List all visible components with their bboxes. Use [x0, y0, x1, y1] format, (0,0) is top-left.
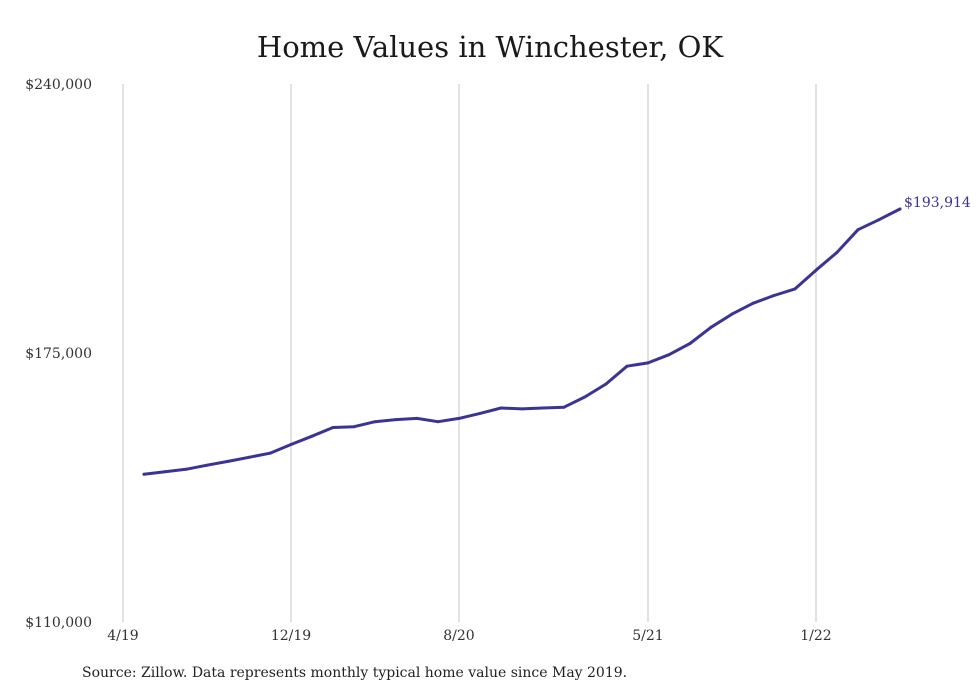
data-point — [793, 287, 797, 291]
data-point — [856, 228, 860, 232]
y-tick-label: $110,000 — [25, 615, 92, 631]
y-tick-label: $175,000 — [25, 346, 92, 362]
data-point — [436, 420, 440, 424]
data-point — [835, 250, 839, 254]
data-point — [520, 407, 524, 411]
data-point — [352, 425, 356, 429]
data-point — [604, 382, 608, 386]
data-point — [394, 418, 398, 422]
y-axis-tick-labels: $110,000 $175,000 $240,000 — [25, 77, 92, 631]
series-line — [142, 207, 902, 476]
data-point — [373, 420, 377, 424]
data-point — [163, 470, 167, 474]
data-point — [772, 294, 776, 297]
data-point — [625, 364, 629, 368]
data-point — [268, 451, 272, 455]
data-point — [331, 426, 335, 429]
data-point — [814, 268, 818, 272]
data-point — [247, 455, 251, 459]
data-point — [205, 463, 209, 467]
data-point — [226, 459, 230, 463]
data-point — [898, 207, 902, 211]
data-point — [667, 353, 671, 357]
x-tick-label: 5/21 — [632, 628, 663, 644]
data-point — [499, 406, 503, 410]
data-point — [184, 467, 188, 471]
data-point — [709, 325, 713, 329]
data-point — [751, 301, 755, 305]
data-point — [688, 342, 692, 345]
vertical-gridlines — [122, 84, 817, 622]
x-tick-label: 4/19 — [107, 628, 138, 644]
data-point — [142, 472, 146, 476]
end-value-label: $193,914 — [904, 195, 971, 211]
data-point — [415, 416, 419, 420]
data-point — [730, 312, 734, 316]
data-point — [877, 218, 881, 222]
chart-title: Home Values in Winchester, OK — [256, 30, 724, 64]
data-point — [289, 443, 293, 446]
data-point — [310, 434, 314, 438]
series-layer: $193,914 — [142, 195, 971, 476]
data-point — [457, 416, 461, 420]
data-point — [478, 411, 482, 415]
x-tick-label: 1/22 — [800, 628, 831, 644]
x-tick-label: 8/20 — [443, 628, 474, 644]
source-note: Source: Zillow. Data represents monthly … — [82, 665, 628, 681]
data-point — [541, 406, 545, 410]
data-point — [583, 395, 587, 399]
y-tick-label: $240,000 — [25, 77, 92, 93]
data-point — [562, 405, 566, 409]
x-tick-label: 12/19 — [271, 628, 311, 644]
x-axis-tick-labels: 4/19 12/19 8/20 5/21 1/22 — [107, 628, 831, 644]
data-point — [646, 361, 650, 365]
